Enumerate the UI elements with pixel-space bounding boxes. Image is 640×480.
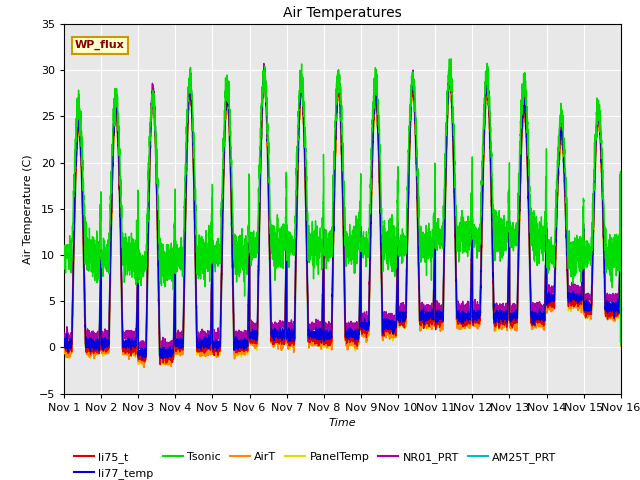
Legend: li75_t, li77_temp, Tsonic, AirT, PanelTemp, NR01_PRT, AM25T_PRT: li75_t, li77_temp, Tsonic, AirT, PanelTe… [70,447,561,480]
Y-axis label: Air Temperature (C): Air Temperature (C) [23,154,33,264]
Text: WP_flux: WP_flux [75,40,125,50]
Title: Air Temperatures: Air Temperatures [283,6,402,20]
X-axis label: Time: Time [328,418,356,428]
